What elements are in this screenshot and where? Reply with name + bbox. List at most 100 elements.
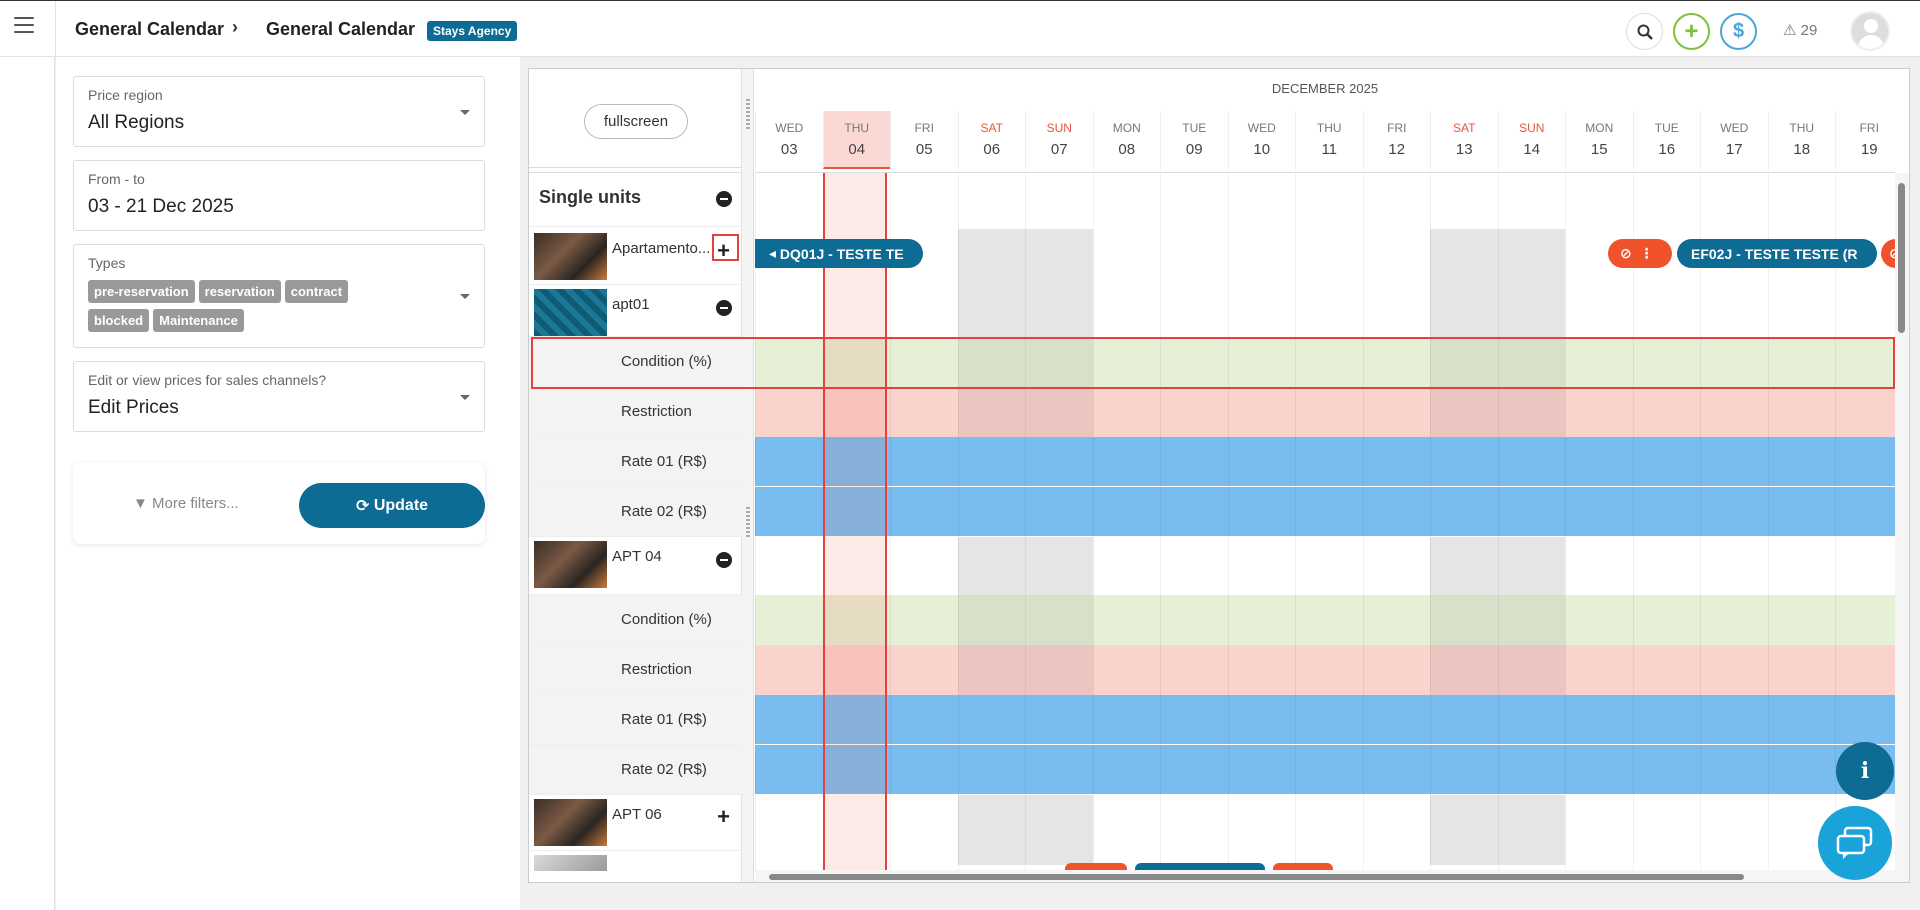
unit-row-apt06[interactable]: APT 06 + bbox=[529, 795, 742, 851]
day-header[interactable]: WED 10 bbox=[1227, 111, 1296, 169]
filter-icon: ▼ bbox=[133, 495, 148, 512]
day-header[interactable]: WED 17 bbox=[1700, 111, 1768, 169]
grid-line bbox=[957, 173, 959, 882]
day-header[interactable]: SAT 06 bbox=[957, 111, 1026, 169]
breadcrumb-item-2: General Calendar bbox=[266, 19, 416, 39]
row-restriction: Restriction bbox=[529, 387, 742, 437]
drag-handle-icon bbox=[746, 99, 750, 129]
collapse-icon[interactable] bbox=[716, 552, 732, 568]
day-name: THU bbox=[1316, 121, 1342, 135]
blocked-bar[interactable]: ⊘ ⋮ bbox=[1608, 239, 1672, 268]
day-header[interactable]: SUN 07 bbox=[1025, 111, 1093, 169]
row-condition: Condition (%) bbox=[529, 337, 742, 387]
day-header[interactable]: MON 15 bbox=[1565, 111, 1633, 169]
caret-down-icon bbox=[460, 294, 470, 299]
grid-line bbox=[1227, 173, 1229, 882]
condition-band bbox=[755, 337, 1895, 387]
fullscreen-button[interactable]: fullscreen bbox=[584, 104, 688, 139]
day-header[interactable]: SUN 14 bbox=[1497, 111, 1566, 169]
chat-button[interactable] bbox=[1818, 806, 1892, 880]
menu-icon[interactable] bbox=[14, 17, 34, 35]
highlight-condition-row bbox=[531, 337, 1895, 389]
tag-blocked[interactable]: blocked bbox=[88, 309, 150, 332]
grid-line bbox=[755, 173, 756, 882]
tag-reservation[interactable]: reservation bbox=[198, 280, 281, 303]
types-tags: pre-reservation reservation contract block… bbox=[88, 280, 418, 338]
date-range-input[interactable]: From - to 03 - 21 Dec 2025 bbox=[73, 160, 485, 231]
day-header[interactable]: THU 11 bbox=[1295, 111, 1363, 169]
alerts-indicator[interactable]: ⚠ 29 bbox=[1783, 22, 1818, 39]
grid-line bbox=[1362, 173, 1364, 882]
unit-row-apt04[interactable]: APT 04 bbox=[529, 537, 742, 595]
add-button[interactable]: + bbox=[1673, 13, 1710, 50]
price-region-select[interactable]: Price region All Regions bbox=[73, 76, 485, 147]
chat-icon bbox=[1836, 826, 1873, 859]
reservation-bar[interactable]: EF02J - TESTE TESTE (R bbox=[1677, 239, 1877, 268]
grid-line bbox=[1160, 173, 1161, 882]
day-date: 09 bbox=[1185, 141, 1203, 158]
day-date: 05 bbox=[915, 141, 933, 158]
top-bar: General Calendar › General Calendar Stay… bbox=[0, 0, 1920, 58]
sales-channels-select[interactable]: Edit or view prices for sales channels? … bbox=[73, 361, 485, 432]
day-header[interactable]: FRI 19 bbox=[1835, 111, 1895, 169]
unit-row-apartamento[interactable]: Apartamento... + bbox=[529, 229, 742, 285]
caret-down-icon bbox=[460, 110, 470, 115]
day-header[interactable]: TUE 09 bbox=[1160, 111, 1228, 169]
day-date: 13 bbox=[1455, 141, 1473, 158]
info-button[interactable]: i bbox=[1836, 742, 1894, 800]
update-button[interactable]: ⟳ Update bbox=[299, 483, 485, 528]
day-header[interactable]: TUE 16 bbox=[1632, 111, 1701, 169]
tag-maintenance[interactable]: Maintenance bbox=[153, 309, 244, 332]
weekend-cell bbox=[957, 387, 1025, 437]
day-header[interactable]: THU 04 bbox=[822, 111, 890, 169]
weekend-cell bbox=[1430, 645, 1498, 695]
expand-icon[interactable]: + bbox=[717, 238, 730, 263]
pricing-button[interactable]: $ bbox=[1720, 13, 1757, 50]
day-header[interactable]: MON 08 bbox=[1092, 111, 1161, 169]
horizontal-scrollbar[interactable] bbox=[755, 870, 1895, 882]
day-header[interactable]: THU 18 bbox=[1767, 111, 1836, 169]
weekend-cell bbox=[1025, 387, 1093, 437]
day-date: 19 bbox=[1860, 141, 1878, 158]
calendar-grid: DECEMBER 2025 WED 03 THU 04 FRI 05 SAT 06 SUN 07 M… bbox=[755, 69, 1895, 882]
day-header[interactable]: FRI 12 bbox=[1362, 111, 1431, 169]
breadcrumb-item-1[interactable]: General Calendar bbox=[75, 19, 225, 39]
tag-contract[interactable]: contract bbox=[284, 280, 349, 303]
day-header[interactable]: WED 03 bbox=[755, 111, 823, 169]
day-name: SAT bbox=[980, 121, 1003, 135]
tag-pre-reservation[interactable]: pre-reservation bbox=[88, 280, 195, 303]
expand-icon[interactable]: + bbox=[717, 804, 730, 829]
weekend-cell bbox=[957, 229, 1025, 337]
grid-line bbox=[1497, 173, 1499, 882]
reservation-bar[interactable]: ◂ DQ01J - TESTE TE bbox=[755, 239, 923, 268]
blocked-bar[interactable]: ⊘ bbox=[1881, 239, 1895, 268]
avatar[interactable] bbox=[1850, 11, 1890, 51]
unit-row-partial bbox=[529, 851, 742, 871]
collapse-icon[interactable] bbox=[716, 300, 732, 316]
types-select[interactable]: Types pre-reservation reservation contract… bbox=[73, 244, 485, 348]
unit-thumbnail bbox=[534, 855, 607, 871]
search-button[interactable] bbox=[1626, 13, 1663, 50]
day-name: SUN bbox=[1519, 121, 1545, 135]
day-header[interactable]: SAT 13 bbox=[1430, 111, 1498, 169]
day-name: MON bbox=[1112, 121, 1141, 135]
day-name: THU bbox=[1789, 121, 1815, 135]
unit-row-apt01[interactable]: apt01 bbox=[529, 285, 742, 337]
weekend-cell bbox=[1430, 387, 1498, 437]
grid-line bbox=[1025, 173, 1026, 882]
day-date: 04 bbox=[848, 141, 866, 158]
column-splitter[interactable] bbox=[742, 69, 754, 882]
day-name: FRI bbox=[1387, 121, 1407, 135]
grid-line bbox=[1295, 173, 1296, 882]
collapse-icon[interactable] bbox=[716, 191, 732, 207]
more-filters-button[interactable]: ▼ More filters... bbox=[133, 495, 239, 512]
day-header[interactable]: FRI 05 bbox=[890, 111, 958, 169]
vertical-scrollbar[interactable] bbox=[1895, 173, 1909, 882]
grid-line bbox=[1565, 173, 1566, 882]
unit-thumbnail bbox=[534, 289, 607, 336]
row-rate-02: Rate 02 (R$) bbox=[529, 745, 742, 795]
rate-02-band bbox=[755, 487, 1895, 536]
day-date: 12 bbox=[1388, 141, 1406, 158]
row-restriction: Restriction bbox=[529, 645, 742, 695]
search-icon bbox=[1637, 24, 1653, 40]
